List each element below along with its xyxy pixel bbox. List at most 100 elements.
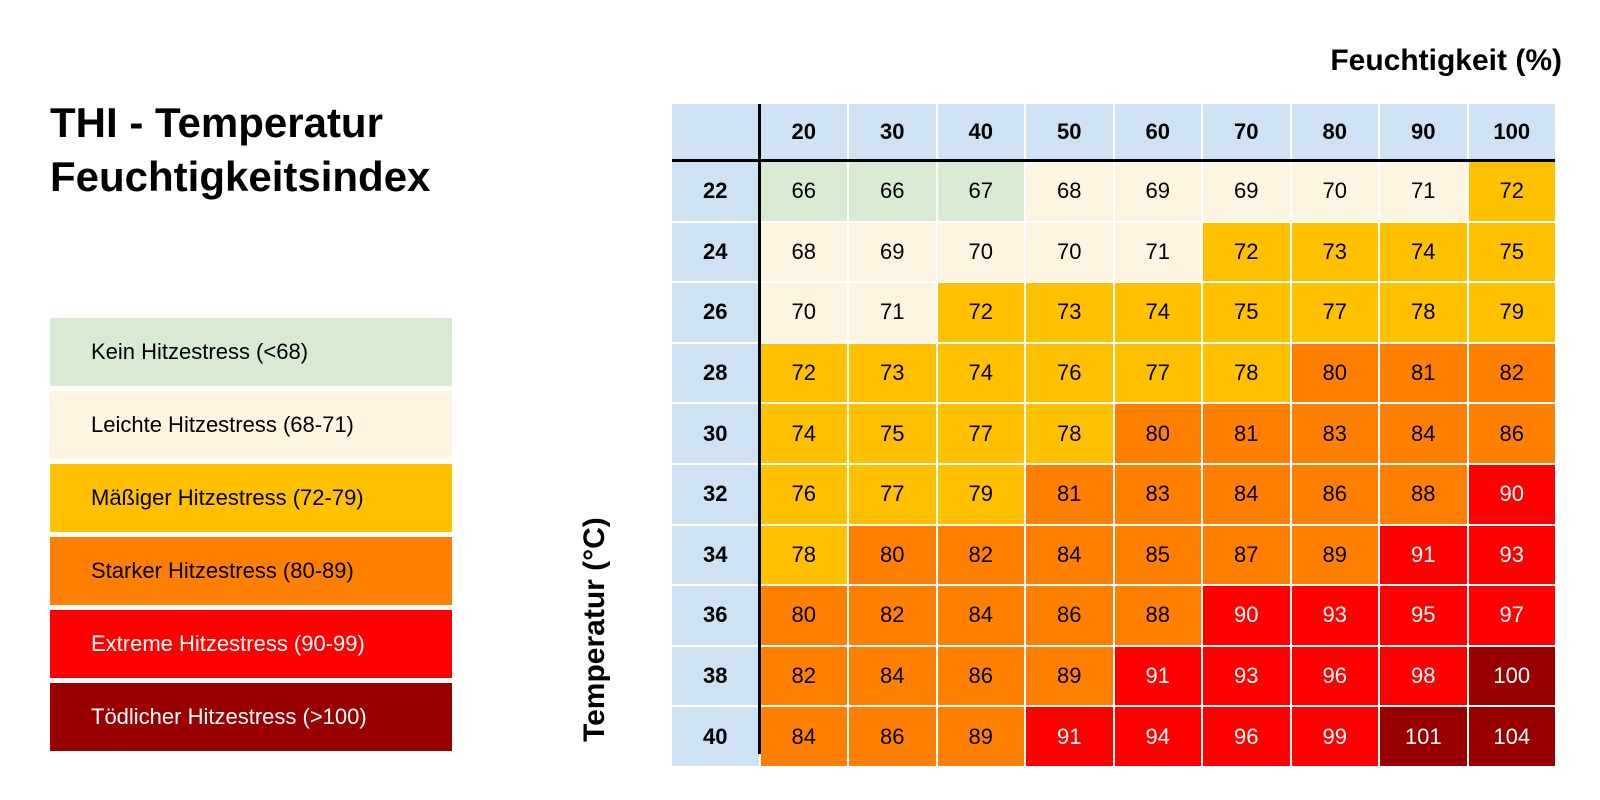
thi-value-cell: 89 — [937, 707, 1024, 766]
thi-value-cell: 90 — [1203, 586, 1290, 645]
thi-value-cell: 99 — [1291, 707, 1378, 766]
thi-value-cell: 71 — [1114, 222, 1201, 282]
title-line-2: Feuchtigkeitsindex — [50, 153, 431, 200]
thi-value-cell: 75 — [849, 404, 936, 463]
row-header-divider — [758, 104, 761, 754]
thi-value-cell: 74 — [1380, 222, 1467, 282]
thi-value-cell: 68 — [760, 222, 847, 282]
column-header-humidity: 70 — [1203, 104, 1290, 160]
thi-value-cell: 78 — [1026, 404, 1113, 463]
row-header-temperature: 36 — [672, 586, 759, 645]
column-header-humidity: 20 — [760, 104, 847, 160]
thi-value-cell: 84 — [760, 707, 847, 766]
thi-value-cell: 70 — [937, 222, 1024, 282]
column-header-humidity: 30 — [849, 104, 936, 160]
thi-value-cell: 85 — [1114, 525, 1201, 585]
thi-value-cell: 98 — [1380, 646, 1467, 706]
thi-value-cell: 70 — [1026, 222, 1113, 282]
page-title: THI - Temperatur Feuchtigkeitsindex — [50, 96, 510, 204]
thi-value-cell: 84 — [1026, 525, 1113, 585]
legend-item: Mäßiger Hitzestress (72-79) — [50, 464, 452, 532]
thi-value-cell: 88 — [1380, 464, 1467, 524]
thi-value-cell: 72 — [937, 283, 1024, 342]
column-header-divider — [672, 159, 1555, 162]
thi-value-cell: 86 — [1468, 404, 1555, 463]
column-header-humidity: 50 — [1026, 104, 1113, 160]
thi-value-cell: 84 — [1203, 464, 1290, 524]
thi-value-cell: 82 — [1468, 343, 1555, 403]
thi-value-cell: 66 — [849, 162, 936, 221]
thi-value-cell: 72 — [1203, 222, 1290, 282]
thi-value-cell: 70 — [760, 283, 847, 342]
thi-value-cell: 81 — [1203, 404, 1290, 463]
thi-value-cell: 74 — [760, 404, 847, 463]
thi-value-cell: 86 — [937, 646, 1024, 706]
title-line-1: THI - Temperatur — [50, 99, 383, 146]
thi-value-cell: 93 — [1203, 646, 1290, 706]
thi-value-cell: 80 — [760, 586, 847, 645]
thi-value-cell: 69 — [1114, 162, 1201, 221]
thi-value-cell: 96 — [1291, 646, 1378, 706]
thi-value-cell: 93 — [1468, 525, 1555, 585]
row-header-temperature: 30 — [672, 404, 759, 463]
thi-value-cell: 81 — [1026, 464, 1113, 524]
thi-value-cell: 77 — [1114, 343, 1201, 403]
thi-value-cell: 77 — [937, 404, 1024, 463]
thi-value-cell: 94 — [1114, 707, 1201, 766]
thi-value-cell: 84 — [937, 586, 1024, 645]
thi-value-cell: 71 — [1380, 162, 1467, 221]
thi-value-cell: 79 — [1468, 283, 1555, 342]
thi-value-cell: 80 — [1114, 404, 1201, 463]
thi-heatmap-table: 20 30 40 50 60 70 80 90 100 22 66 66 67 68 69 69 70 71 72 2… — [672, 104, 1555, 766]
column-header-humidity: 80 — [1291, 104, 1378, 160]
thi-value-cell: 66 — [760, 162, 847, 221]
row-header-temperature: 22 — [672, 162, 759, 221]
thi-value-cell: 101 — [1380, 707, 1467, 766]
table-corner-cell — [672, 104, 759, 160]
thi-value-cell: 83 — [1291, 404, 1378, 463]
legend-item: Kein Hitzestress (<68) — [50, 318, 452, 386]
thi-value-cell: 91 — [1026, 707, 1113, 766]
thi-value-cell: 78 — [760, 525, 847, 585]
thi-value-cell: 79 — [937, 464, 1024, 524]
thi-value-cell: 67 — [937, 162, 1024, 221]
x-axis-title: Feuchtigkeit (%) — [1330, 44, 1562, 77]
thi-value-cell: 86 — [849, 707, 936, 766]
thi-value-cell: 69 — [849, 222, 936, 282]
legend: Kein Hitzestress (<68) Leichte Hitzestres… — [50, 318, 452, 756]
thi-value-cell: 72 — [760, 343, 847, 403]
thi-value-cell: 83 — [1114, 464, 1201, 524]
thi-value-cell: 80 — [849, 525, 936, 585]
thi-value-cell: 74 — [1114, 283, 1201, 342]
legend-item: Starker Hitzestress (80-89) — [50, 537, 452, 605]
thi-value-cell: 77 — [849, 464, 936, 524]
thi-value-cell: 81 — [1380, 343, 1467, 403]
thi-value-cell: 89 — [1026, 646, 1113, 706]
thi-value-cell: 86 — [1291, 464, 1378, 524]
thi-value-cell: 68 — [1026, 162, 1113, 221]
thi-value-cell: 100 — [1468, 646, 1555, 706]
legend-item: Tödlicher Hitzestress (>100) — [50, 683, 452, 751]
thi-value-cell: 75 — [1468, 222, 1555, 282]
thi-value-cell: 91 — [1380, 525, 1467, 585]
thi-value-cell: 72 — [1468, 162, 1555, 221]
thi-value-cell: 82 — [849, 586, 936, 645]
thi-value-cell: 78 — [1380, 283, 1467, 342]
thi-value-cell: 69 — [1203, 162, 1290, 221]
thi-value-cell: 76 — [1026, 343, 1113, 403]
thi-value-cell: 96 — [1203, 707, 1290, 766]
thi-value-cell: 77 — [1291, 283, 1378, 342]
thi-value-cell: 104 — [1468, 707, 1555, 766]
thi-value-cell: 91 — [1114, 646, 1201, 706]
thi-value-cell: 76 — [760, 464, 847, 524]
thi-value-cell: 78 — [1203, 343, 1290, 403]
thi-value-cell: 71 — [849, 283, 936, 342]
thi-value-cell: 70 — [1291, 162, 1378, 221]
row-header-temperature: 38 — [672, 646, 759, 706]
column-header-humidity: 60 — [1114, 104, 1201, 160]
column-header-humidity: 90 — [1380, 104, 1467, 160]
thi-value-cell: 93 — [1291, 586, 1378, 645]
row-header-temperature: 24 — [672, 222, 759, 282]
thi-value-cell: 75 — [1203, 283, 1290, 342]
thi-value-cell: 82 — [760, 646, 847, 706]
